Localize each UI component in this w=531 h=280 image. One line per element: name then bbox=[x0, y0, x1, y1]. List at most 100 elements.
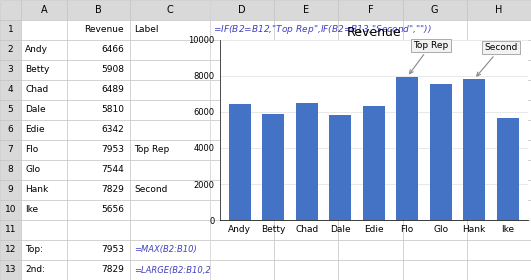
Bar bbox=[67, 260, 130, 280]
Bar bbox=[262, 114, 284, 220]
Bar bbox=[467, 100, 531, 120]
Text: 3: 3 bbox=[7, 66, 13, 74]
Bar bbox=[338, 80, 402, 100]
Bar bbox=[396, 77, 418, 220]
Text: D: D bbox=[238, 5, 246, 15]
Text: 12: 12 bbox=[5, 246, 16, 255]
Bar bbox=[21, 140, 67, 160]
Bar bbox=[467, 260, 531, 280]
Bar bbox=[467, 160, 531, 180]
Bar bbox=[130, 120, 210, 140]
Text: Edie: Edie bbox=[25, 125, 45, 134]
Text: 1: 1 bbox=[7, 25, 13, 34]
Bar bbox=[467, 120, 531, 140]
Bar bbox=[67, 0, 130, 20]
Bar bbox=[210, 60, 274, 80]
Bar bbox=[0, 100, 21, 120]
Text: Dale: Dale bbox=[25, 106, 46, 115]
Bar bbox=[210, 0, 274, 20]
Bar bbox=[467, 140, 531, 160]
Bar bbox=[210, 20, 274, 40]
Bar bbox=[274, 80, 338, 100]
Bar bbox=[210, 180, 274, 200]
Bar bbox=[338, 180, 402, 200]
Bar bbox=[402, 260, 467, 280]
Bar bbox=[274, 220, 338, 240]
Bar bbox=[229, 104, 251, 220]
Bar bbox=[274, 260, 338, 280]
Bar bbox=[430, 84, 451, 220]
Bar bbox=[130, 100, 210, 120]
Bar bbox=[21, 240, 67, 260]
Bar bbox=[21, 180, 67, 200]
Text: Andy: Andy bbox=[25, 45, 48, 55]
Bar bbox=[467, 20, 531, 40]
Text: 5810: 5810 bbox=[101, 106, 124, 115]
Text: Ike: Ike bbox=[25, 206, 38, 214]
Text: 11: 11 bbox=[5, 225, 16, 234]
Title: Revenue: Revenue bbox=[346, 26, 401, 39]
Bar bbox=[67, 20, 130, 40]
Bar bbox=[130, 60, 210, 80]
Bar bbox=[338, 40, 402, 60]
Bar bbox=[402, 220, 467, 240]
Bar bbox=[21, 220, 67, 240]
Bar bbox=[338, 20, 402, 40]
Bar bbox=[0, 220, 21, 240]
Text: =LARGE(B2:B10,2): =LARGE(B2:B10,2) bbox=[134, 265, 215, 274]
Text: Label: Label bbox=[134, 25, 159, 34]
Text: 2nd:: 2nd: bbox=[25, 265, 45, 274]
Bar bbox=[274, 20, 338, 40]
Bar bbox=[67, 100, 130, 120]
Bar bbox=[402, 180, 467, 200]
Bar bbox=[402, 120, 467, 140]
Bar bbox=[402, 80, 467, 100]
Bar bbox=[338, 100, 402, 120]
Text: 5: 5 bbox=[7, 106, 13, 115]
Bar bbox=[338, 160, 402, 180]
Text: 2: 2 bbox=[7, 45, 13, 55]
Bar bbox=[274, 160, 338, 180]
Bar bbox=[67, 200, 130, 220]
Text: 6: 6 bbox=[7, 125, 13, 134]
Text: 7829: 7829 bbox=[101, 185, 124, 195]
Bar bbox=[0, 200, 21, 220]
Bar bbox=[210, 80, 274, 100]
Bar bbox=[21, 20, 67, 40]
Bar bbox=[210, 200, 274, 220]
Text: 8: 8 bbox=[7, 165, 13, 174]
Text: Top Rep: Top Rep bbox=[409, 41, 448, 74]
Bar bbox=[21, 0, 67, 20]
Text: Revenue: Revenue bbox=[84, 25, 124, 34]
Bar bbox=[67, 60, 130, 80]
Bar bbox=[338, 60, 402, 80]
Bar bbox=[467, 80, 531, 100]
Bar bbox=[467, 60, 531, 80]
Bar bbox=[0, 140, 21, 160]
Bar bbox=[210, 100, 274, 120]
Bar bbox=[130, 20, 210, 40]
Bar bbox=[210, 120, 274, 140]
Text: Betty: Betty bbox=[25, 66, 49, 74]
Text: Hank: Hank bbox=[25, 185, 48, 195]
Bar bbox=[67, 120, 130, 140]
Bar bbox=[338, 120, 402, 140]
Bar bbox=[67, 140, 130, 160]
Bar bbox=[21, 60, 67, 80]
Bar bbox=[467, 240, 531, 260]
Text: E: E bbox=[303, 5, 310, 15]
Bar bbox=[0, 180, 21, 200]
Text: =IF(B2=$B$12,"Top Rep",IF(B2=$B$13,"Second","")): =IF(B2=$B$12,"Top Rep",IF(B2=$B$13,"Seco… bbox=[213, 24, 432, 36]
Bar bbox=[338, 0, 402, 20]
Text: Top:: Top: bbox=[25, 246, 43, 255]
Bar bbox=[274, 0, 338, 20]
Bar bbox=[67, 160, 130, 180]
Bar bbox=[274, 200, 338, 220]
Text: B: B bbox=[96, 5, 102, 15]
Text: G: G bbox=[431, 5, 439, 15]
Bar bbox=[21, 160, 67, 180]
Text: Second: Second bbox=[134, 185, 168, 195]
Text: 7953: 7953 bbox=[101, 146, 124, 155]
Bar bbox=[21, 40, 67, 60]
Bar bbox=[0, 240, 21, 260]
